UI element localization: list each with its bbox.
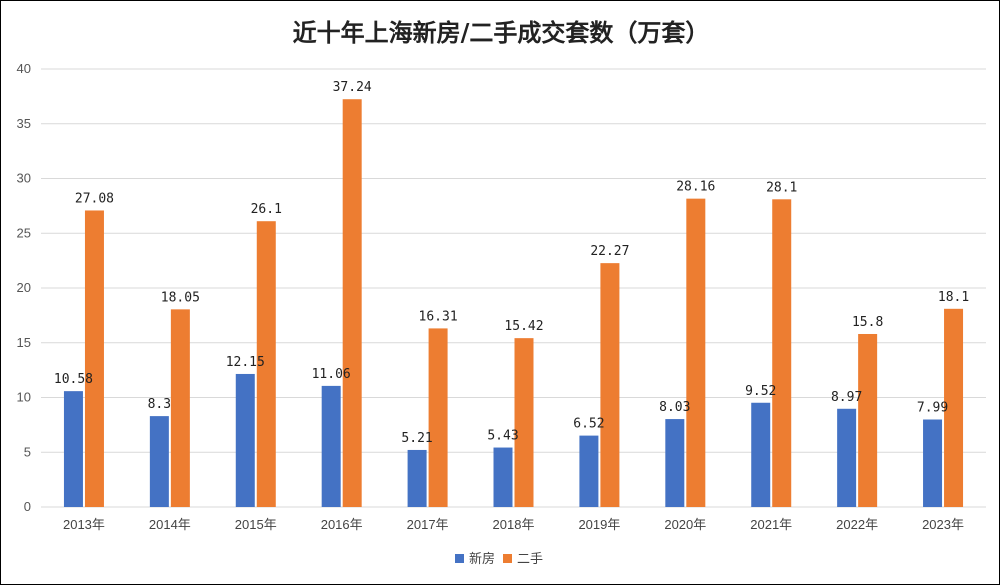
data-label: 18.1 [938, 290, 969, 305]
data-label: 5.21 [401, 431, 432, 446]
bar-second-hand [256, 221, 276, 507]
legend-label: 新房 [469, 551, 495, 567]
bar-new-home [923, 419, 943, 507]
data-label: 26.1 [251, 202, 282, 217]
bar-new-home [407, 449, 427, 507]
data-label: 16.31 [419, 309, 458, 324]
x-tick-label: 2022年 [836, 517, 878, 532]
x-tick-label: 2023年 [922, 517, 964, 532]
bar-second-hand [600, 263, 620, 507]
x-tick-label: 2014年 [149, 517, 191, 532]
legend: 新房 二手 [455, 551, 543, 567]
y-tick-label: 0 [24, 499, 31, 514]
x-tick-label: 2015年 [235, 517, 277, 532]
data-labels: 10.58 27.08 8.3 18.05 12.15 26.1 11.06 37.24 5.2… [54, 80, 969, 446]
y-tick-label: 5 [24, 444, 31, 459]
data-label: 8.97 [831, 390, 862, 405]
x-tick-label: 2013年 [63, 517, 105, 532]
legend-swatch [455, 554, 464, 563]
bar-second-hand [944, 308, 964, 507]
data-label: 10.58 [54, 372, 93, 387]
data-label: 15.42 [504, 319, 543, 334]
data-label: 12.15 [226, 355, 265, 370]
y-axis-ticks: 0 5 10 15 20 25 30 35 40 [17, 61, 31, 514]
x-tick-label: 2019年 [578, 517, 620, 532]
bar-new-home [149, 416, 169, 507]
data-label: 8.3 [148, 397, 171, 412]
data-label: 22.27 [590, 244, 629, 259]
data-label: 28.1 [766, 180, 797, 195]
data-label: 37.24 [333, 80, 372, 95]
x-tick-label: 2020年 [664, 517, 706, 532]
data-label: 27.08 [75, 191, 114, 206]
bar-new-home [235, 373, 255, 507]
y-tick-label: 25 [17, 225, 31, 240]
bar-new-home [665, 419, 685, 507]
data-label: 15.8 [852, 315, 883, 330]
data-label: 8.03 [659, 400, 690, 415]
data-label: 5.43 [487, 429, 518, 444]
x-tick-label: 2016年 [321, 517, 363, 532]
bar-new-home [579, 435, 599, 507]
bar-second-hand [686, 198, 706, 507]
gridlines [41, 68, 986, 508]
data-label: 28.16 [676, 180, 715, 195]
y-tick-label: 10 [17, 390, 31, 405]
bar-second-hand [342, 99, 362, 508]
y-tick-label: 30 [17, 171, 31, 186]
bars [63, 99, 964, 508]
x-tick-label: 2021年 [750, 517, 792, 532]
bar-new-home [63, 391, 83, 507]
data-label: 6.52 [573, 417, 604, 432]
bar-new-home [837, 408, 857, 507]
y-tick-label: 20 [17, 280, 31, 295]
bar-second-hand [84, 210, 104, 507]
data-label: 11.06 [312, 367, 351, 382]
bar-second-hand [858, 333, 878, 507]
bar-new-home [493, 447, 513, 507]
bar-second-hand [170, 309, 190, 507]
legend-swatch [503, 554, 512, 563]
data-label: 7.99 [917, 401, 948, 416]
bar-second-hand [772, 199, 792, 507]
x-axis-ticks: 2013年 2014年 2015年 2016年 2017年 2018年 2019年 2020年… [63, 517, 964, 532]
y-tick-label: 35 [17, 116, 31, 131]
data-label: 9.52 [745, 384, 776, 399]
bar-new-home [751, 402, 771, 507]
x-tick-label: 2018年 [493, 517, 535, 532]
bar-second-hand [428, 328, 448, 507]
y-tick-label: 15 [17, 335, 31, 350]
x-tick-label: 2017年 [407, 517, 449, 532]
bar-new-home [321, 385, 341, 507]
data-label: 18.05 [161, 290, 200, 305]
legend-label: 二手 [517, 552, 543, 567]
y-tick-label: 40 [17, 61, 31, 76]
chart-title: 近十年上海新房/二手成交套数（万套） [293, 18, 710, 47]
bar-second-hand [514, 338, 534, 507]
